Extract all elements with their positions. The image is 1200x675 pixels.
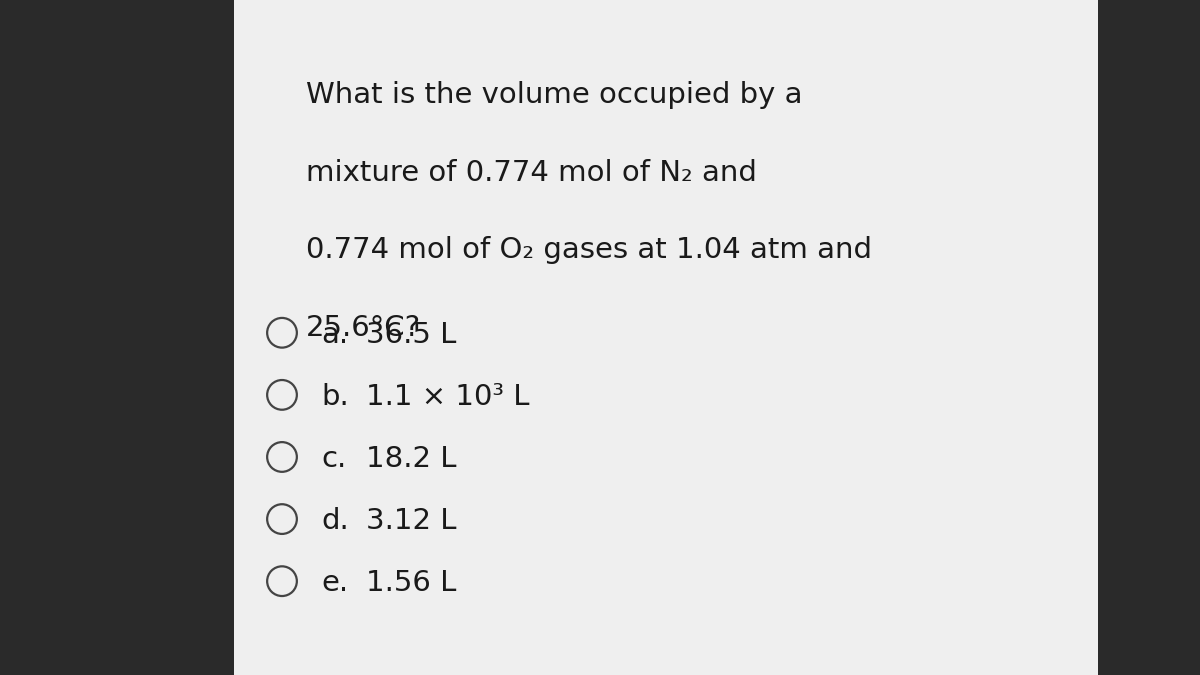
Text: c.: c. [322,445,347,472]
Text: e.: e. [322,569,349,597]
Text: 1.56 L: 1.56 L [366,569,456,597]
Text: d.: d. [322,507,349,535]
Text: 36.5 L: 36.5 L [366,321,456,348]
Text: 1.1 × 10³ L: 1.1 × 10³ L [366,383,529,410]
Text: 0.774 mol of O₂ gases at 1.04 atm and: 0.774 mol of O₂ gases at 1.04 atm and [306,236,872,264]
Text: b.: b. [322,383,349,410]
Text: What is the volume occupied by a: What is the volume occupied by a [306,81,803,109]
Text: a.: a. [322,321,349,348]
Text: 25.6°C?: 25.6°C? [306,314,421,342]
Text: 3.12 L: 3.12 L [366,507,456,535]
Text: mixture of 0.774 mol of N₂ and: mixture of 0.774 mol of N₂ and [306,159,757,186]
Text: 18.2 L: 18.2 L [366,445,456,472]
